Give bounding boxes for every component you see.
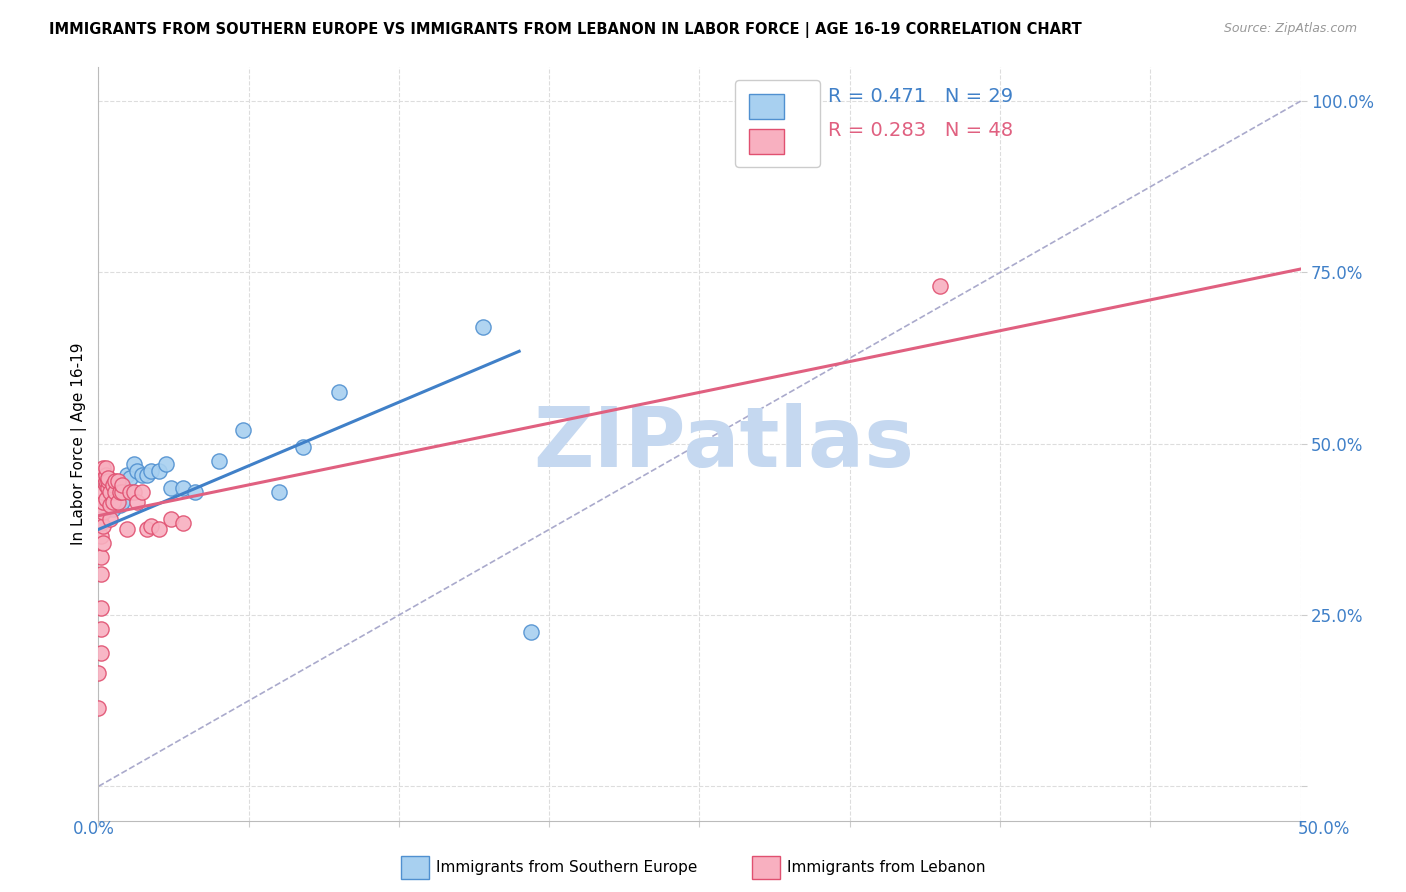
Point bbox=[267, 484, 290, 499]
Point bbox=[208, 454, 231, 468]
Point bbox=[91, 505, 114, 519]
Point bbox=[108, 484, 131, 499]
Point bbox=[135, 523, 157, 537]
Point bbox=[141, 519, 163, 533]
Point bbox=[90, 601, 112, 615]
Point bbox=[101, 501, 124, 516]
Point bbox=[90, 499, 112, 513]
Text: IMMIGRANTS FROM SOUTHERN EUROPE VS IMMIGRANTS FROM LEBANON IN LABOR FORCE | AGE : IMMIGRANTS FROM SOUTHERN EUROPE VS IMMIG… bbox=[49, 22, 1083, 38]
Point bbox=[159, 512, 181, 526]
Point bbox=[172, 481, 194, 495]
Text: R = 0.471   N = 29: R = 0.471 N = 29 bbox=[828, 87, 1012, 106]
Text: 50.0%: 50.0% bbox=[1298, 821, 1350, 838]
Point bbox=[90, 566, 112, 581]
Point bbox=[91, 536, 114, 550]
Point bbox=[101, 495, 124, 509]
Point bbox=[104, 475, 127, 489]
Text: ZIPatlas: ZIPatlas bbox=[533, 403, 914, 484]
Point bbox=[94, 475, 117, 489]
Point bbox=[148, 464, 170, 478]
Point bbox=[135, 467, 157, 482]
Point bbox=[97, 471, 120, 485]
Point bbox=[107, 484, 129, 499]
Point bbox=[131, 484, 153, 499]
Legend:   ,   : , bbox=[735, 80, 820, 168]
Point bbox=[155, 458, 177, 472]
Point bbox=[472, 320, 495, 334]
Point bbox=[91, 467, 114, 482]
Point bbox=[91, 460, 114, 475]
Text: R = 0.283   N = 48: R = 0.283 N = 48 bbox=[828, 120, 1012, 140]
Point bbox=[928, 279, 950, 293]
Point bbox=[118, 471, 141, 485]
Point bbox=[91, 519, 114, 533]
Point bbox=[94, 467, 117, 482]
Point bbox=[328, 385, 350, 400]
Point bbox=[87, 700, 110, 714]
Point bbox=[94, 460, 117, 475]
Point bbox=[94, 495, 117, 509]
Point bbox=[124, 458, 146, 472]
Point bbox=[117, 467, 139, 482]
Point bbox=[117, 523, 139, 537]
Point bbox=[125, 464, 148, 478]
Point bbox=[97, 475, 120, 489]
Point bbox=[100, 499, 122, 513]
Point bbox=[104, 491, 127, 506]
Point bbox=[141, 464, 163, 478]
Point bbox=[232, 423, 254, 437]
Point bbox=[108, 499, 131, 513]
Text: Source: ZipAtlas.com: Source: ZipAtlas.com bbox=[1223, 22, 1357, 36]
Point bbox=[111, 495, 134, 509]
Point bbox=[90, 622, 112, 636]
Point bbox=[90, 516, 112, 530]
Point bbox=[100, 484, 122, 499]
Point bbox=[111, 484, 134, 499]
Point bbox=[97, 481, 120, 495]
Point bbox=[90, 508, 112, 523]
Point bbox=[90, 529, 112, 543]
Point bbox=[90, 549, 112, 564]
Point bbox=[94, 491, 117, 506]
Text: 0.0%: 0.0% bbox=[73, 821, 115, 838]
Text: Immigrants from Lebanon: Immigrants from Lebanon bbox=[787, 861, 986, 875]
Point bbox=[291, 440, 314, 454]
Point bbox=[100, 512, 122, 526]
Point bbox=[90, 646, 112, 660]
Point bbox=[100, 499, 122, 513]
Y-axis label: In Labor Force | Age 16-19: In Labor Force | Age 16-19 bbox=[72, 343, 87, 545]
Point bbox=[104, 484, 127, 499]
Point bbox=[520, 625, 543, 640]
Point bbox=[107, 475, 129, 489]
Point bbox=[125, 495, 148, 509]
Point bbox=[183, 484, 205, 499]
Point bbox=[124, 484, 146, 499]
Point bbox=[101, 478, 124, 492]
Point bbox=[131, 467, 153, 482]
Point bbox=[91, 495, 114, 509]
Point bbox=[118, 484, 141, 499]
Point bbox=[148, 523, 170, 537]
Point bbox=[172, 516, 194, 530]
Point bbox=[94, 478, 117, 492]
Point bbox=[91, 495, 114, 509]
Point bbox=[159, 481, 181, 495]
Text: Immigrants from Southern Europe: Immigrants from Southern Europe bbox=[436, 861, 697, 875]
Point bbox=[107, 495, 129, 509]
Point bbox=[111, 478, 134, 492]
Point bbox=[97, 501, 120, 516]
Point bbox=[87, 666, 110, 681]
Point bbox=[91, 484, 114, 499]
